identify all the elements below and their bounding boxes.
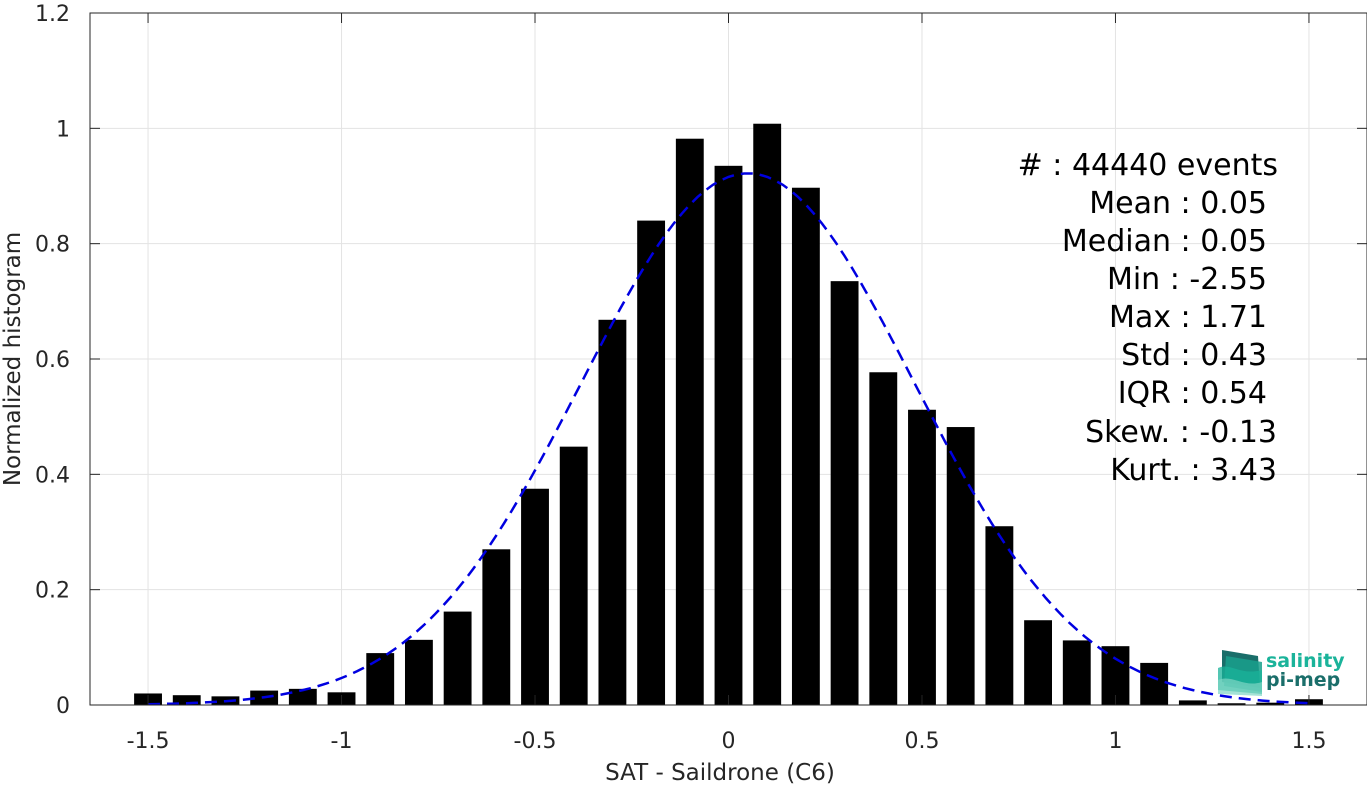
y-tick-label: 0.2 [35,579,70,604]
histogram-bar [946,427,975,705]
x-tick-label: 0.5 [904,729,939,754]
y-tick-label: 1.2 [35,2,70,27]
histogram-bar [1062,640,1091,705]
logo-text-salinity: salinity [1266,650,1345,672]
y-tick-label: 0 [56,694,70,719]
histogram-bar [443,611,472,705]
histogram-bar [869,372,898,705]
x-tick-label: 1.5 [1291,729,1326,754]
y-axis-label: Normalized histogram [0,232,26,486]
histogram-bar [1024,620,1052,705]
histogram-bar [791,187,820,706]
stat-median: Median : 0.05 [1062,224,1267,259]
histogram-bar [753,123,782,706]
stat-max: Max : 1.71 [1109,300,1267,335]
y-tick-label: 0.6 [35,348,70,373]
x-tick-labels: -1.5 -1 -0.5 0 0.5 1 1.5 [127,729,1327,754]
histogram-bar [366,653,395,705]
x-axis-label: SAT - Saildrone (C6) [605,760,835,785]
histogram-bar [482,549,511,705]
histogram-bar [404,639,433,705]
x-tick-label: -0.5 [514,729,557,754]
statistics-annotation: # : 44440 events Mean : 0.05 Median : 0.… [1018,148,1278,488]
y-tick-label: 0.8 [35,233,70,258]
y-tick-label: 0.4 [35,463,70,488]
x-tick-label: -1 [331,729,353,754]
histogram-bar [598,319,627,705]
histogram-bar [172,695,201,705]
histogram-bar [675,138,704,705]
histogram-bars [134,123,1323,706]
histogram-bar [985,526,1014,705]
salinity-pi-mep-logo: salinity pi-mep [1218,650,1345,696]
axes [89,12,1367,706]
logo-text-pi-mep: pi-mep [1266,669,1340,691]
stat-mean: Mean : 0.05 [1089,186,1267,221]
stat-skew: Skew. : -0.13 [1085,415,1277,450]
y-tick-labels: 0 0.2 0.4 0.6 0.8 1 1.2 [35,2,70,719]
histogram-bar [908,409,936,705]
logo-wave-icon [1218,650,1262,696]
stat-std: Std : 0.43 [1121,338,1267,373]
stat-iqr: IQR : 0.54 [1118,376,1267,411]
histogram-bar [1217,703,1246,705]
gaussian-fit-curve [147,172,1310,706]
stat-kurt: Kurt. : 3.43 [1110,453,1277,488]
histogram-bar [521,488,549,705]
x-tick-label: 0 [722,729,736,754]
histogram-bar [1140,662,1169,705]
x-tick-label: 1 [1108,729,1122,754]
histogram-bar [637,220,666,705]
histogram-bar [714,165,743,705]
histogram-bar [559,446,588,705]
histogram-bar [1178,700,1207,705]
histogram-bar [830,281,859,705]
histogram-bar [1256,702,1285,705]
histogram-bar [288,688,317,705]
stat-min: Min : -2.55 [1107,262,1267,297]
stat-count: # : 44440 events [1018,148,1278,183]
y-tick-label: 1 [56,117,70,142]
x-tick-label: -1.5 [127,729,170,754]
